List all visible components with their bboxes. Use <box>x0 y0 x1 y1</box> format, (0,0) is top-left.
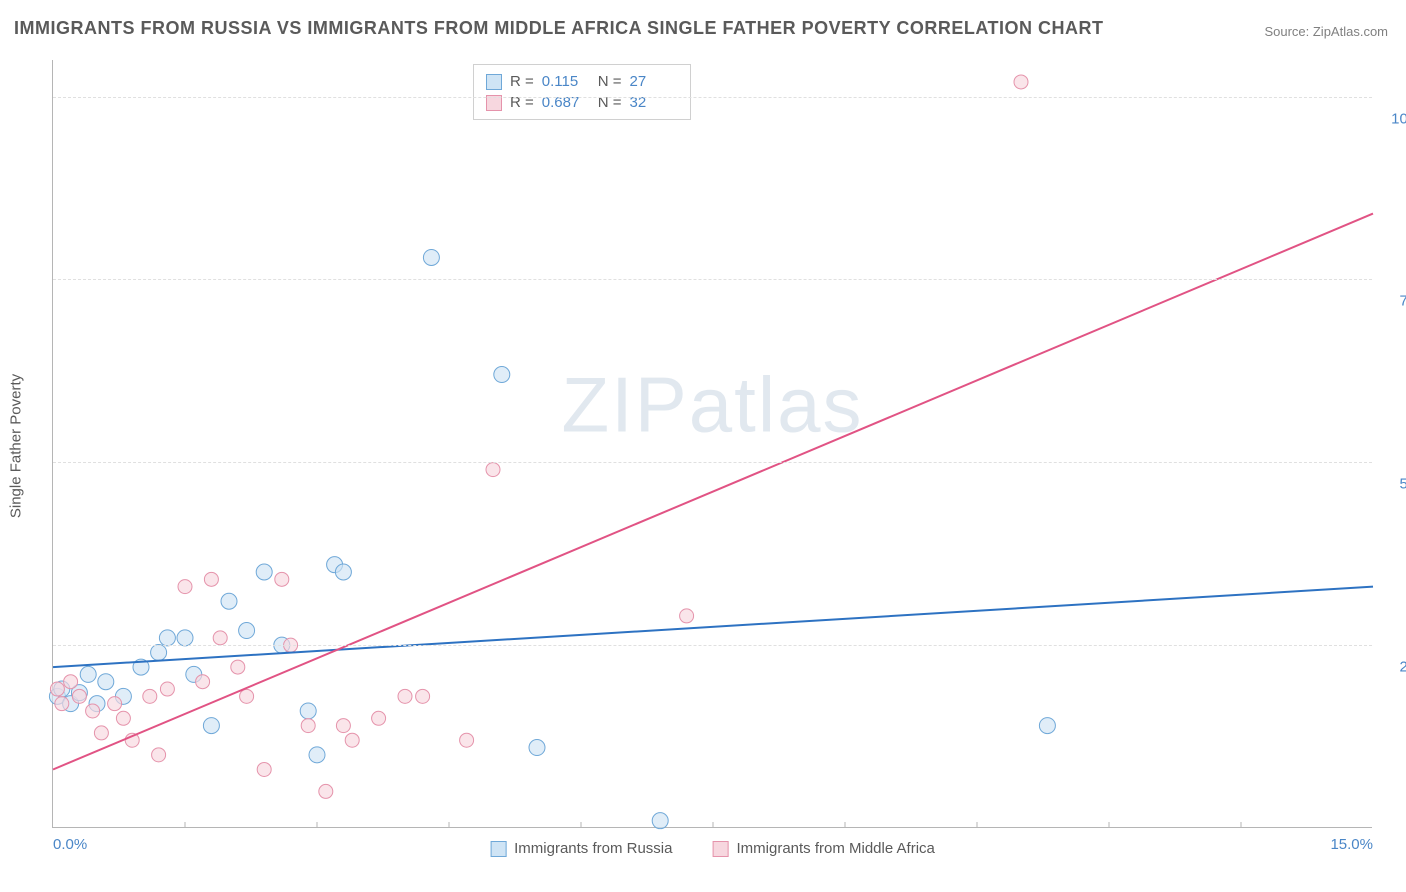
stat-r-value: 0.115 <box>542 73 590 90</box>
data-point <box>64 675 78 689</box>
stat-row: R =0.687N =32 <box>486 92 678 113</box>
legend-item: Immigrants from Russia <box>490 840 672 857</box>
data-point <box>494 367 510 383</box>
data-point <box>108 697 122 711</box>
series-swatch <box>486 74 502 90</box>
gridline-h <box>53 462 1372 463</box>
data-point <box>86 704 100 718</box>
data-point <box>309 747 325 763</box>
data-point <box>231 660 245 674</box>
data-point <box>275 572 289 586</box>
data-point <box>240 689 254 703</box>
correlation-stat-box: R = 0.115 N = 27 R =0.687N =32 <box>473 64 691 120</box>
data-point <box>529 740 545 756</box>
legend-label: Immigrants from Russia <box>514 840 672 857</box>
data-point <box>652 813 668 829</box>
legend-swatch <box>712 841 728 857</box>
y-tick-label: 75.0% <box>1382 293 1406 310</box>
data-point <box>486 463 500 477</box>
data-point <box>204 572 218 586</box>
data-point <box>416 689 430 703</box>
source-attribution: Source: ZipAtlas.com <box>1264 24 1388 39</box>
data-point <box>300 703 316 719</box>
data-point <box>196 675 210 689</box>
data-point <box>94 726 108 740</box>
data-point <box>221 593 237 609</box>
data-point <box>239 623 255 639</box>
data-point <box>398 689 412 703</box>
data-point <box>345 733 359 747</box>
y-tick-label: 50.0% <box>1382 476 1406 493</box>
stat-row: R = 0.115 N = 27 <box>486 71 678 92</box>
data-point <box>178 580 192 594</box>
data-point <box>98 674 114 690</box>
data-point <box>143 689 157 703</box>
data-point <box>160 682 174 696</box>
data-point <box>256 564 272 580</box>
legend-label: Immigrants from Middle Africa <box>736 840 934 857</box>
legend-item: Immigrants from Middle Africa <box>712 840 934 857</box>
trend-line <box>53 214 1373 770</box>
plot-svg <box>53 60 1372 827</box>
data-point <box>301 719 315 733</box>
chart-title: IMMIGRANTS FROM RUSSIA VS IMMIGRANTS FRO… <box>14 18 1104 39</box>
data-point <box>116 711 130 725</box>
stat-n-label: N = <box>598 73 622 90</box>
gridline-h <box>53 97 1372 98</box>
chart-container: IMMIGRANTS FROM RUSSIA VS IMMIGRANTS FRO… <box>0 0 1406 892</box>
data-point <box>80 666 96 682</box>
gridline-h <box>53 645 1372 646</box>
data-point <box>1014 75 1028 89</box>
data-point <box>680 609 694 623</box>
y-tick-label: 100.0% <box>1382 110 1406 127</box>
data-point <box>372 711 386 725</box>
data-point <box>50 682 64 696</box>
y-tick-label: 25.0% <box>1382 659 1406 676</box>
stat-n-value: 27 <box>630 73 678 90</box>
data-point <box>213 631 227 645</box>
stat-r-label: R = <box>510 73 534 90</box>
legend-bottom: Immigrants from Russia Immigrants from Mi… <box>490 840 935 857</box>
x-tick-label: 0.0% <box>53 836 87 853</box>
data-point <box>55 697 69 711</box>
data-point <box>177 630 193 646</box>
data-point <box>336 719 350 733</box>
data-point <box>1039 718 1055 734</box>
data-point <box>203 718 219 734</box>
data-point <box>159 630 175 646</box>
data-point <box>72 689 86 703</box>
data-point <box>151 644 167 660</box>
data-point <box>152 748 166 762</box>
data-point <box>335 564 351 580</box>
data-point <box>423 249 439 265</box>
data-point <box>319 784 333 798</box>
gridline-h <box>53 279 1372 280</box>
legend-swatch <box>490 841 506 857</box>
data-point <box>257 762 271 776</box>
plot-area: ZIPatlas R =0.115N =27R =0.687N =32 Immi… <box>52 60 1372 828</box>
data-point <box>460 733 474 747</box>
x-tick-label: 15.0% <box>1330 836 1373 853</box>
y-axis-label: Single Father Poverty <box>8 374 25 518</box>
